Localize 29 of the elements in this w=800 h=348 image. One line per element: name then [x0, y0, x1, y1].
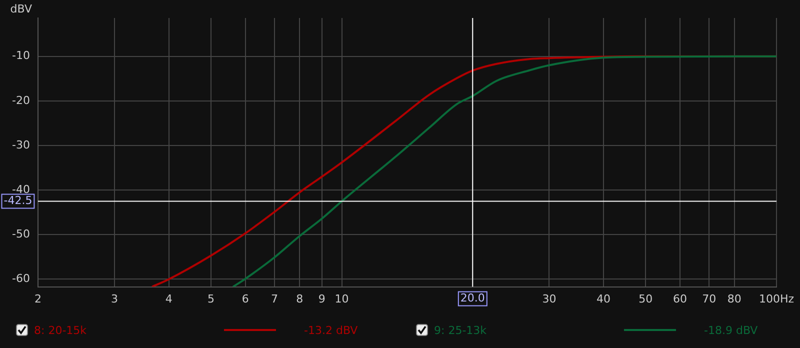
x-tick-label: 30: [542, 292, 556, 306]
x-tick-label: 9: [318, 292, 326, 306]
x-tick-label: 7: [270, 292, 278, 306]
y-tick-label: -20: [12, 94, 30, 107]
y-tick-label: -60: [12, 272, 30, 286]
ref-line-label: -42.5: [4, 194, 32, 208]
y-tick-label: -30: [12, 138, 30, 152]
text: 9: 25-13k: [434, 324, 488, 336]
x-tick-label: 50: [638, 292, 653, 306]
y-tick-label: -40: [12, 182, 30, 196]
y-axis-title: dBV: [10, 2, 32, 16]
x-tick-label: 3: [111, 292, 118, 306]
x-tick-label: 70: [702, 292, 716, 306]
x-tick-label: 5: [207, 292, 214, 306]
x-tick-label: 40: [596, 292, 610, 306]
y-tick-label: -50: [12, 228, 30, 241]
x-tick-label: 80: [727, 292, 742, 306]
text: -13.2 dBV: [304, 324, 358, 336]
ref-line-label: 20.0: [460, 292, 485, 305]
y-tick-label: -10: [12, 49, 30, 62]
x-tick-label: 60: [673, 292, 688, 306]
x-tick-label: 6: [242, 292, 249, 306]
text: 8: 20-15k: [34, 324, 88, 336]
text: -18.9 dBV: [704, 324, 758, 336]
x-tick-label: 8: [296, 292, 304, 306]
x-tick-label: 4: [165, 292, 172, 306]
x-tick-label: 10: [334, 292, 349, 306]
x-tick-label: 100Hz: [758, 292, 794, 306]
x-tick-label: 2: [34, 292, 42, 306]
